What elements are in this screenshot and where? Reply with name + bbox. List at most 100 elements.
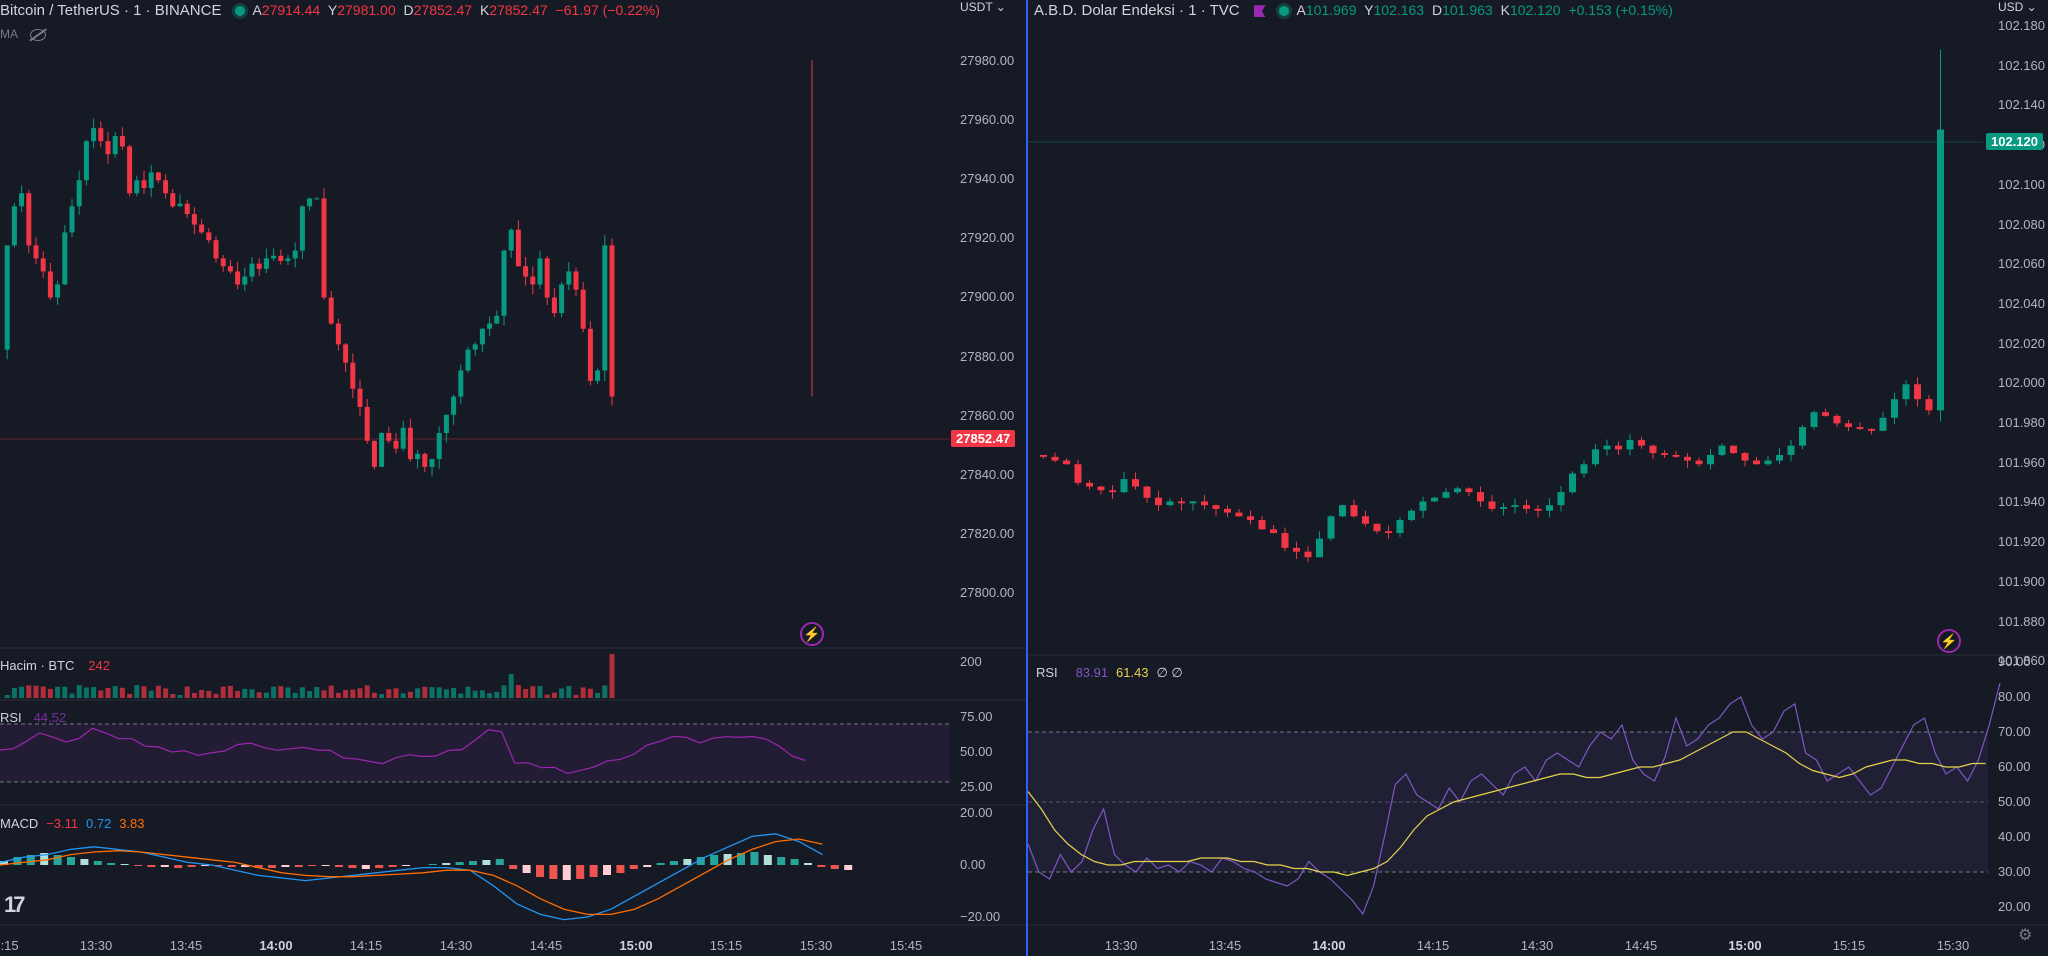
candle-body: [1132, 479, 1139, 487]
change-value: +0.153 (+0.15%): [1568, 2, 1673, 18]
volume-axis-label: 200: [960, 654, 982, 669]
price-tick: 27940.00: [960, 171, 1015, 187]
candle-body: [1776, 454, 1783, 461]
candle-body: [1488, 501, 1496, 509]
volume-bar: [379, 694, 385, 698]
settings-gear-icon[interactable]: ⚙: [2018, 927, 2033, 944]
candle-body: [400, 427, 406, 449]
candle-body: [1626, 440, 1634, 450]
dxy-symbol-title[interactable]: A.B.D. Dolar Endeksi · 1 · TVC: [1034, 2, 1240, 19]
candle-body: [422, 453, 428, 467]
macd-tick: 0.00: [960, 857, 986, 872]
candle-body: [1235, 512, 1243, 517]
dxy-rsi-legend[interactable]: RSI 83.91 61.43 ∅ ∅: [1036, 662, 1187, 683]
btc-symbol-title[interactable]: Bitcoin / TetherUS · 1 · BINANCE: [0, 2, 222, 19]
macd-histogram-bar: [80, 859, 89, 865]
macd-value: −3.11: [46, 816, 79, 831]
candle-body: [544, 258, 550, 298]
low-label: D: [403, 2, 414, 18]
candle-body: [609, 245, 615, 397]
currency-selector[interactable]: USDT ⌄: [960, 0, 1006, 14]
price-tick: 101.960: [1998, 454, 2045, 470]
candle-body: [1189, 501, 1197, 504]
candle-body: [105, 141, 111, 155]
candle-body: [1534, 508, 1542, 511]
rsi-ma-value: 61.43: [1116, 665, 1149, 680]
open-value: 101.969: [1305, 2, 1357, 18]
market-status-icon[interactable]: [235, 6, 246, 17]
rsi-tick: 75.00: [960, 709, 993, 724]
dxy-chart-pane[interactable]: A.B.D. Dolar Endeksi · 1 · TVC A101.969 …: [1028, 0, 2048, 956]
macd-tick: −20.00: [960, 909, 1001, 924]
lightning-icon[interactable]: ⚡: [1937, 629, 1961, 653]
candle-body: [148, 172, 154, 189]
candle-body: [1373, 523, 1381, 532]
currency-selector[interactable]: USD ⌄: [1998, 0, 2037, 14]
rsi-tick: 40.00: [1998, 829, 2031, 844]
flag-icon[interactable]: [1253, 5, 1266, 18]
ma-indicator-legend[interactable]: MA: [0, 24, 50, 44]
btc-chart-pane[interactable]: Bitcoin / TetherUS · 1 · BINANCE A27914.…: [0, 0, 1026, 956]
macd-histogram-bar: [469, 861, 477, 865]
btc-rsi-legend[interactable]: RSI 44.52: [0, 707, 70, 728]
btc-chart-canvas[interactable]: [0, 0, 1026, 956]
volume-bar: [242, 688, 248, 698]
candle-body: [1695, 460, 1703, 465]
time-tick: 14:00: [259, 938, 293, 953]
macd-legend[interactable]: MACD −3.11 0.72 3.83: [0, 813, 149, 834]
candle-body: [299, 206, 305, 251]
rsi-line: [1028, 682, 2001, 916]
volume-bar: [141, 686, 147, 698]
time-tick: 14:45: [1624, 938, 1658, 953]
volume-bar: [76, 685, 82, 698]
volume-bar: [328, 685, 334, 698]
candle-body: [62, 232, 68, 285]
candle-body: [1753, 460, 1760, 465]
currency-label: USD: [1998, 0, 2024, 14]
candle-body: [191, 214, 197, 225]
volume-bar: [472, 690, 478, 698]
dxy-chart-canvas[interactable]: [1028, 0, 2048, 956]
candle-body: [580, 289, 586, 329]
macd-histogram-bar: [750, 852, 759, 865]
volume-bar: [83, 687, 89, 698]
market-status-icon[interactable]: [1279, 6, 1290, 17]
volume-bar: [292, 692, 298, 698]
open-value: 27914.44: [261, 2, 321, 18]
hidden-eye-icon[interactable]: [30, 28, 46, 41]
tradingview-logo[interactable]: 17: [4, 892, 26, 917]
price-tick: 27840.00: [960, 466, 1015, 482]
lightning-icon[interactable]: ⚡: [800, 622, 824, 646]
pane-divider[interactable]: [1026, 0, 1028, 956]
candle-body: [1718, 445, 1726, 455]
volume-bar: [479, 690, 485, 698]
candle-body: [1707, 454, 1714, 465]
macd-histogram-bar: [187, 865, 196, 867]
candle-body: [530, 276, 536, 285]
macd-tick: 20.00: [960, 805, 993, 820]
macd-histogram-bar: [120, 864, 129, 865]
macd-histogram-bar: [844, 865, 853, 870]
candle-body: [1914, 384, 1921, 400]
candle-body: [83, 141, 89, 181]
volume-bar: [127, 693, 133, 698]
macd-histogram-bar: [643, 865, 652, 867]
rsi-line: [0, 727, 806, 775]
candle-body: [595, 370, 601, 381]
volume-bar: [55, 686, 61, 698]
candle-body: [33, 245, 39, 259]
low-value: 27852.47: [413, 2, 473, 18]
open-label: A: [1296, 2, 1306, 18]
volume-bar: [206, 690, 212, 698]
candle-body: [1787, 445, 1795, 455]
rsi-tick: 60.00: [1998, 759, 2031, 774]
time-tick: 15:30: [799, 938, 833, 953]
price-tick: 27880.00: [960, 348, 1015, 364]
close-label: K: [1500, 2, 1510, 18]
candle-body: [1097, 486, 1105, 491]
volume-legend[interactable]: Hacim · BTC 242: [0, 655, 114, 676]
rsi-ma-line: [1028, 731, 1986, 877]
time-tick: 14:45: [529, 938, 563, 953]
volume-bar: [4, 694, 10, 698]
candle-body: [1155, 497, 1162, 506]
